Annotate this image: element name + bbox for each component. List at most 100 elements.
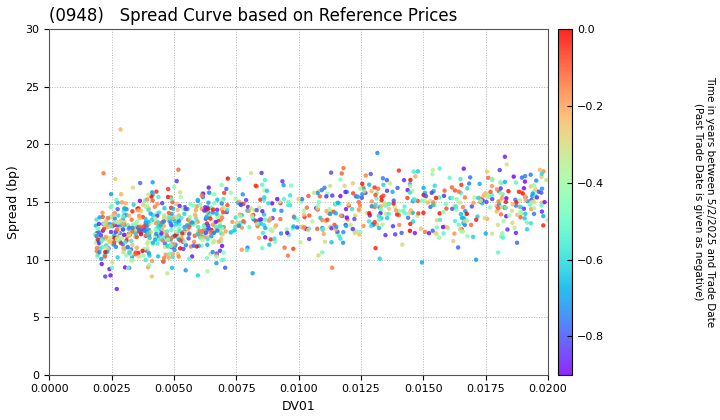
Point: [378, 181, 390, 188]
Point: [441, 205, 452, 212]
Point: [205, 215, 217, 222]
Point: [366, 188, 377, 194]
Point: [284, 192, 296, 199]
Point: [335, 176, 346, 183]
Point: [235, 213, 246, 220]
Point: [387, 223, 399, 230]
Point: [135, 230, 147, 237]
Point: [412, 197, 423, 204]
Point: [100, 242, 112, 249]
Point: [455, 189, 467, 196]
Point: [120, 232, 132, 239]
Point: [431, 194, 442, 201]
Point: [394, 222, 405, 228]
Point: [132, 223, 143, 230]
Point: [256, 181, 268, 188]
Point: [222, 202, 233, 208]
Point: [372, 221, 383, 228]
Point: [348, 215, 360, 222]
Point: [459, 218, 470, 225]
Point: [142, 230, 153, 236]
Point: [125, 246, 137, 253]
Point: [492, 249, 504, 256]
Point: [107, 240, 119, 247]
Point: [159, 244, 171, 250]
Point: [100, 244, 112, 251]
Point: [119, 205, 130, 212]
Point: [208, 229, 220, 236]
Point: [474, 181, 485, 187]
Point: [353, 206, 364, 213]
Point: [355, 228, 366, 235]
Point: [105, 223, 117, 230]
Point: [351, 228, 362, 235]
Point: [312, 226, 323, 232]
Point: [178, 246, 189, 252]
Point: [312, 190, 323, 197]
Point: [377, 175, 389, 181]
Point: [536, 202, 547, 209]
Point: [202, 226, 213, 233]
Point: [101, 221, 112, 228]
Point: [206, 227, 217, 234]
Point: [426, 189, 438, 196]
Point: [312, 188, 324, 194]
Point: [132, 250, 144, 257]
Point: [241, 247, 253, 253]
Point: [180, 206, 192, 213]
Point: [156, 230, 167, 237]
Point: [117, 226, 129, 233]
Point: [138, 226, 150, 233]
Point: [462, 185, 473, 192]
Point: [264, 241, 275, 248]
Point: [521, 226, 533, 233]
Point: [201, 255, 212, 261]
Point: [216, 200, 228, 207]
Point: [143, 248, 154, 255]
Point: [391, 211, 402, 218]
Point: [343, 202, 354, 209]
Point: [536, 171, 547, 177]
Point: [492, 221, 504, 228]
Point: [109, 210, 120, 216]
Point: [143, 232, 155, 239]
Point: [131, 234, 143, 240]
Point: [494, 167, 505, 173]
Point: [107, 259, 118, 265]
Point: [116, 199, 127, 206]
Point: [109, 239, 120, 246]
Point: [330, 226, 341, 233]
Point: [143, 218, 154, 225]
Point: [525, 220, 536, 227]
Point: [233, 198, 245, 205]
Point: [379, 232, 391, 239]
Point: [248, 212, 259, 218]
Point: [427, 167, 438, 173]
Point: [255, 196, 266, 203]
Point: [90, 222, 102, 229]
Point: [130, 249, 141, 256]
Point: [199, 207, 210, 214]
Point: [372, 150, 383, 156]
Point: [131, 218, 143, 225]
Point: [338, 239, 349, 246]
Point: [278, 182, 289, 189]
Point: [251, 218, 262, 225]
Point: [472, 213, 483, 220]
Point: [190, 207, 202, 213]
Point: [122, 244, 133, 251]
Point: [211, 260, 222, 267]
Point: [156, 219, 168, 226]
Point: [94, 246, 106, 252]
Point: [354, 202, 366, 209]
Point: [145, 228, 156, 235]
Point: [307, 218, 318, 225]
Point: [526, 198, 538, 205]
Point: [165, 241, 176, 248]
Point: [427, 171, 438, 178]
Point: [352, 194, 364, 200]
Point: [283, 231, 294, 238]
Point: [200, 207, 212, 213]
Point: [153, 220, 165, 226]
Point: [269, 239, 281, 245]
